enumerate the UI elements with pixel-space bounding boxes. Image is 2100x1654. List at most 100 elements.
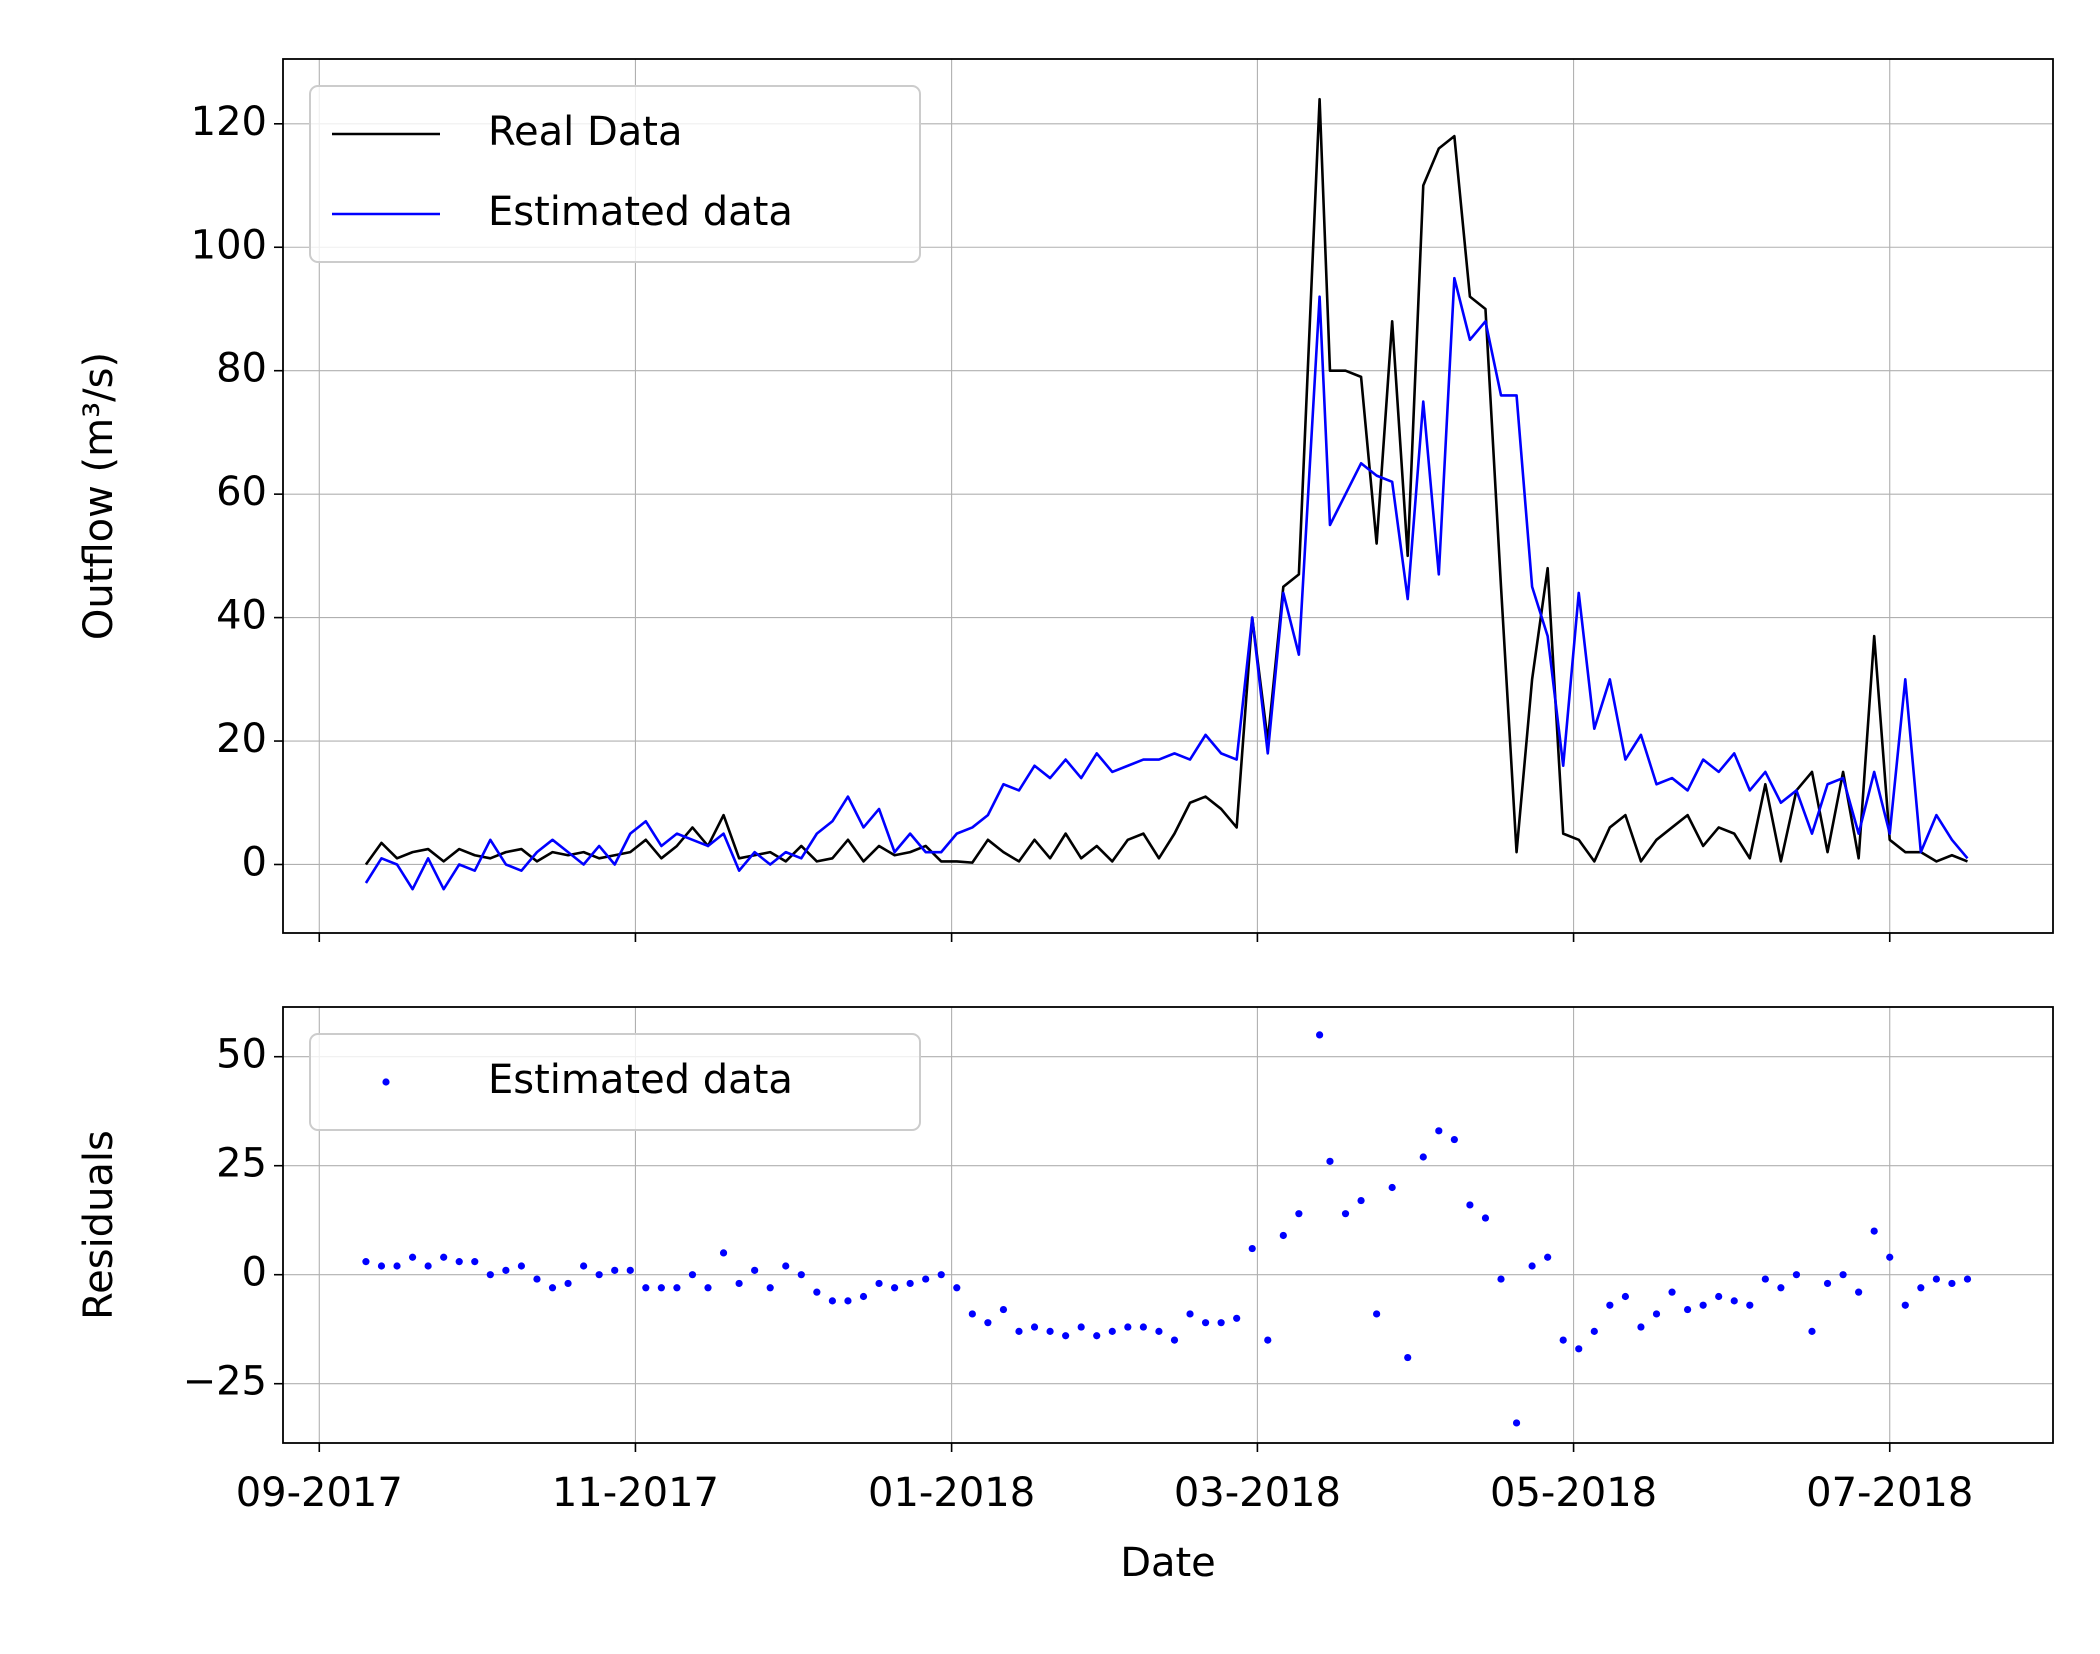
- y-tick-label: 40: [216, 593, 267, 639]
- data-point: [393, 1262, 401, 1270]
- y-axis-label: Outflow (m³/s): [76, 352, 122, 640]
- y-tick-label: 60: [216, 469, 267, 515]
- data-point: [1248, 1244, 1256, 1253]
- legend-swatch: [382, 1078, 390, 1086]
- data-point: [1419, 1153, 1427, 1161]
- data-point: [1233, 1314, 1241, 1322]
- data-point: [626, 1266, 634, 1274]
- data-point: [1481, 1214, 1490, 1222]
- data-point: [906, 1279, 914, 1288]
- y-tick-label: 120: [191, 99, 267, 145]
- data-point: [502, 1266, 510, 1274]
- data-point: [1030, 1323, 1039, 1331]
- data-point: [440, 1253, 448, 1261]
- data-point: [1917, 1284, 1925, 1292]
- data-point: [937, 1271, 945, 1279]
- data-point: [564, 1279, 572, 1288]
- data-point: [1668, 1288, 1676, 1296]
- data-point: [984, 1319, 992, 1327]
- data-point: [968, 1310, 976, 1318]
- data-point: [1077, 1323, 1085, 1331]
- data-point: [1792, 1271, 1801, 1279]
- data-point: [1155, 1327, 1163, 1335]
- data-point: [1450, 1135, 1458, 1144]
- data-point: [999, 1305, 1008, 1314]
- data-point: [1388, 1183, 1396, 1192]
- data-point: [875, 1279, 883, 1288]
- data-point: [1590, 1327, 1598, 1335]
- data-point: [1901, 1301, 1909, 1309]
- legend-label: Real Data: [488, 109, 682, 155]
- data-point: [1357, 1196, 1365, 1205]
- legend-label: Estimated data: [488, 189, 793, 235]
- y-tick-label: −25: [183, 1359, 267, 1405]
- data-point: [486, 1271, 494, 1279]
- data-point: [408, 1253, 417, 1261]
- data-point: [1404, 1353, 1412, 1362]
- data-point: [1497, 1275, 1505, 1283]
- data-point: [533, 1275, 541, 1283]
- data-point: [1108, 1327, 1116, 1335]
- data-point: [1621, 1292, 1630, 1301]
- data-point: [1435, 1127, 1443, 1135]
- data-line: [364, 97, 1968, 866]
- data-point: [797, 1271, 805, 1279]
- data-point: [1606, 1301, 1614, 1309]
- data-point: [688, 1271, 697, 1279]
- y-tick-label: 50: [216, 1032, 267, 1078]
- data-point: [1715, 1292, 1723, 1301]
- data-point: [1528, 1262, 1536, 1270]
- y-tick-label: 20: [216, 716, 267, 762]
- data-point: [1170, 1336, 1179, 1344]
- data-point: [1139, 1323, 1147, 1331]
- y-tick-label: 25: [216, 1141, 267, 1187]
- x-tick-label: 05-2018: [1490, 1470, 1657, 1516]
- data-point: [953, 1284, 961, 1292]
- data-point: [1559, 1336, 1567, 1344]
- data-point: [424, 1262, 432, 1270]
- data-point: [1870, 1227, 1878, 1235]
- data-point: [673, 1284, 681, 1292]
- y-tick-label: 0: [242, 1250, 267, 1296]
- data-point: [719, 1249, 728, 1257]
- data-point: [1544, 1253, 1552, 1261]
- y-tick-label: 80: [216, 346, 267, 392]
- data-point: [1699, 1301, 1707, 1309]
- data-point: [455, 1258, 463, 1266]
- data-point: [1279, 1231, 1287, 1240]
- x-axis-label: Date: [1120, 1540, 1216, 1586]
- data-point: [1512, 1419, 1521, 1427]
- plot-area: [362, 1031, 1972, 1427]
- data-point: [611, 1266, 619, 1274]
- data-point: [922, 1275, 930, 1283]
- data-point: [1326, 1157, 1334, 1165]
- data-point: [1839, 1271, 1847, 1279]
- data-point: [1341, 1210, 1350, 1218]
- legend-box: [309, 1033, 921, 1131]
- legend-label: Estimated data: [488, 1057, 793, 1103]
- data-point: [657, 1284, 665, 1292]
- data-point: [735, 1279, 743, 1288]
- data-point: [1761, 1275, 1769, 1283]
- data-point: [1186, 1310, 1194, 1318]
- data-point: [1093, 1332, 1101, 1340]
- data-point: [890, 1284, 899, 1292]
- data-point: [377, 1262, 386, 1270]
- data-point: [1217, 1319, 1225, 1327]
- data-point: [1730, 1297, 1738, 1305]
- data-point: [813, 1288, 821, 1296]
- data-point: [1062, 1332, 1070, 1340]
- data-point: [1466, 1201, 1474, 1209]
- x-tick-label: 09-2017: [236, 1470, 403, 1516]
- x-tick-label: 01-2018: [868, 1470, 1035, 1516]
- data-point: [580, 1262, 588, 1270]
- data-point: [782, 1262, 790, 1270]
- data-point: [595, 1271, 603, 1279]
- data-point: [1046, 1327, 1054, 1335]
- data-point: [766, 1284, 774, 1292]
- x-tick-label: 07-2018: [1806, 1470, 1973, 1516]
- data-point: [1886, 1253, 1894, 1261]
- data-point: [471, 1258, 479, 1266]
- x-tick-label: 11-2017: [552, 1470, 719, 1516]
